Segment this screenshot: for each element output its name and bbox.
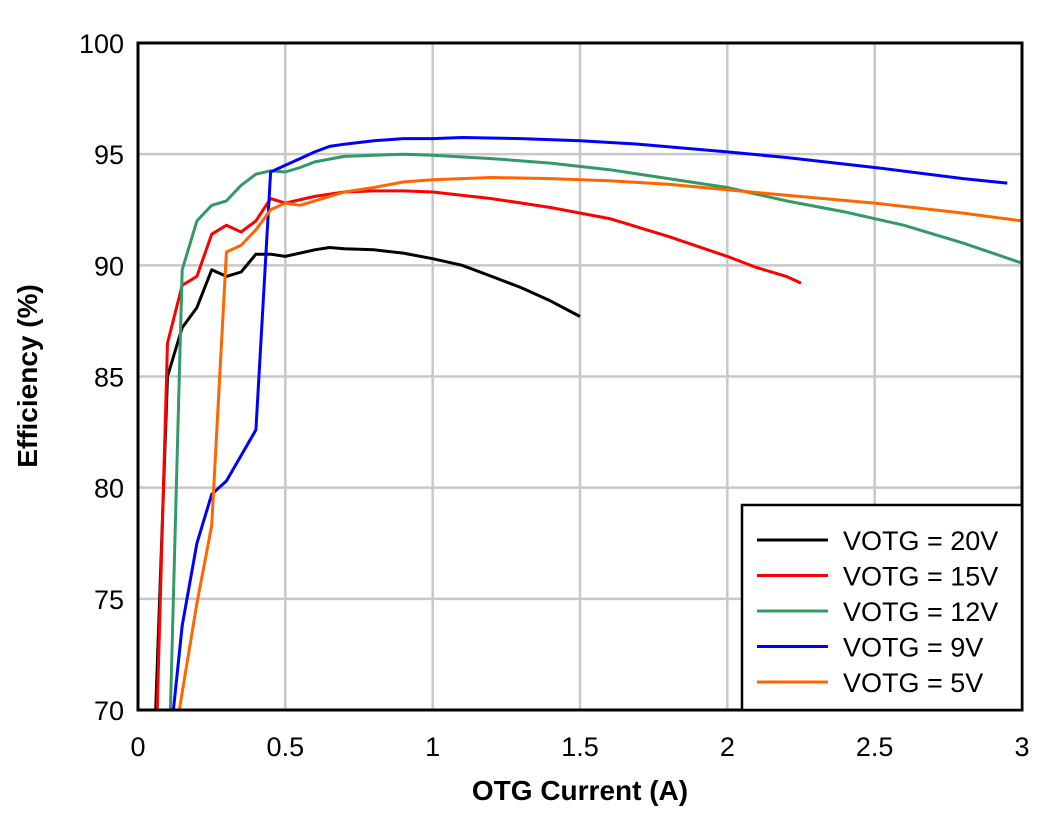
series-line-15v: [155, 189, 802, 711]
legend-label: VOTG = 9V: [843, 633, 983, 663]
y-tick-label: 80: [94, 474, 124, 504]
legend-label: VOTG = 15V: [843, 562, 998, 592]
series-line-5v: [177, 176, 1023, 711]
x-tick-label: 1.5: [561, 732, 599, 762]
y-tick-label: 100: [79, 29, 124, 59]
x-tick-label: 0.5: [267, 732, 305, 762]
y-axis-label: Efficiency (%): [12, 284, 43, 468]
x-tick-label: 0: [130, 732, 145, 762]
y-tick-label: 75: [94, 585, 124, 615]
series-lines: [154, 136, 1023, 711]
series-line-12v: [168, 152, 1023, 711]
legend-label: VOTG = 5V: [843, 668, 983, 698]
x-axis-label: OTG Current (A): [472, 775, 688, 806]
y-tick-label: 70: [94, 696, 124, 726]
tick-labels: 0 0.5 1 1.5 2 2.5 3 70 75 80 85 90 95 100: [79, 29, 1030, 762]
y-tick-label: 90: [94, 251, 124, 281]
series-line-9v: [171, 136, 1008, 711]
series-line-20v: [154, 246, 581, 711]
x-tick-label: 3: [1014, 732, 1029, 762]
x-tick-label: 2.5: [856, 732, 894, 762]
plot-frame: [136, 41, 1024, 712]
legend-label: VOTG = 20V: [843, 526, 998, 556]
legend-label: VOTG = 12V: [843, 597, 998, 627]
y-tick-label: 85: [94, 363, 124, 393]
x-tick-label: 1: [425, 732, 440, 762]
x-tick-label: 2: [720, 732, 735, 762]
legend: VOTG = 20V VOTG = 15V VOTG = 12V VOTG = 9V V…: [740, 503, 1024, 712]
y-tick-label: 95: [94, 140, 124, 170]
